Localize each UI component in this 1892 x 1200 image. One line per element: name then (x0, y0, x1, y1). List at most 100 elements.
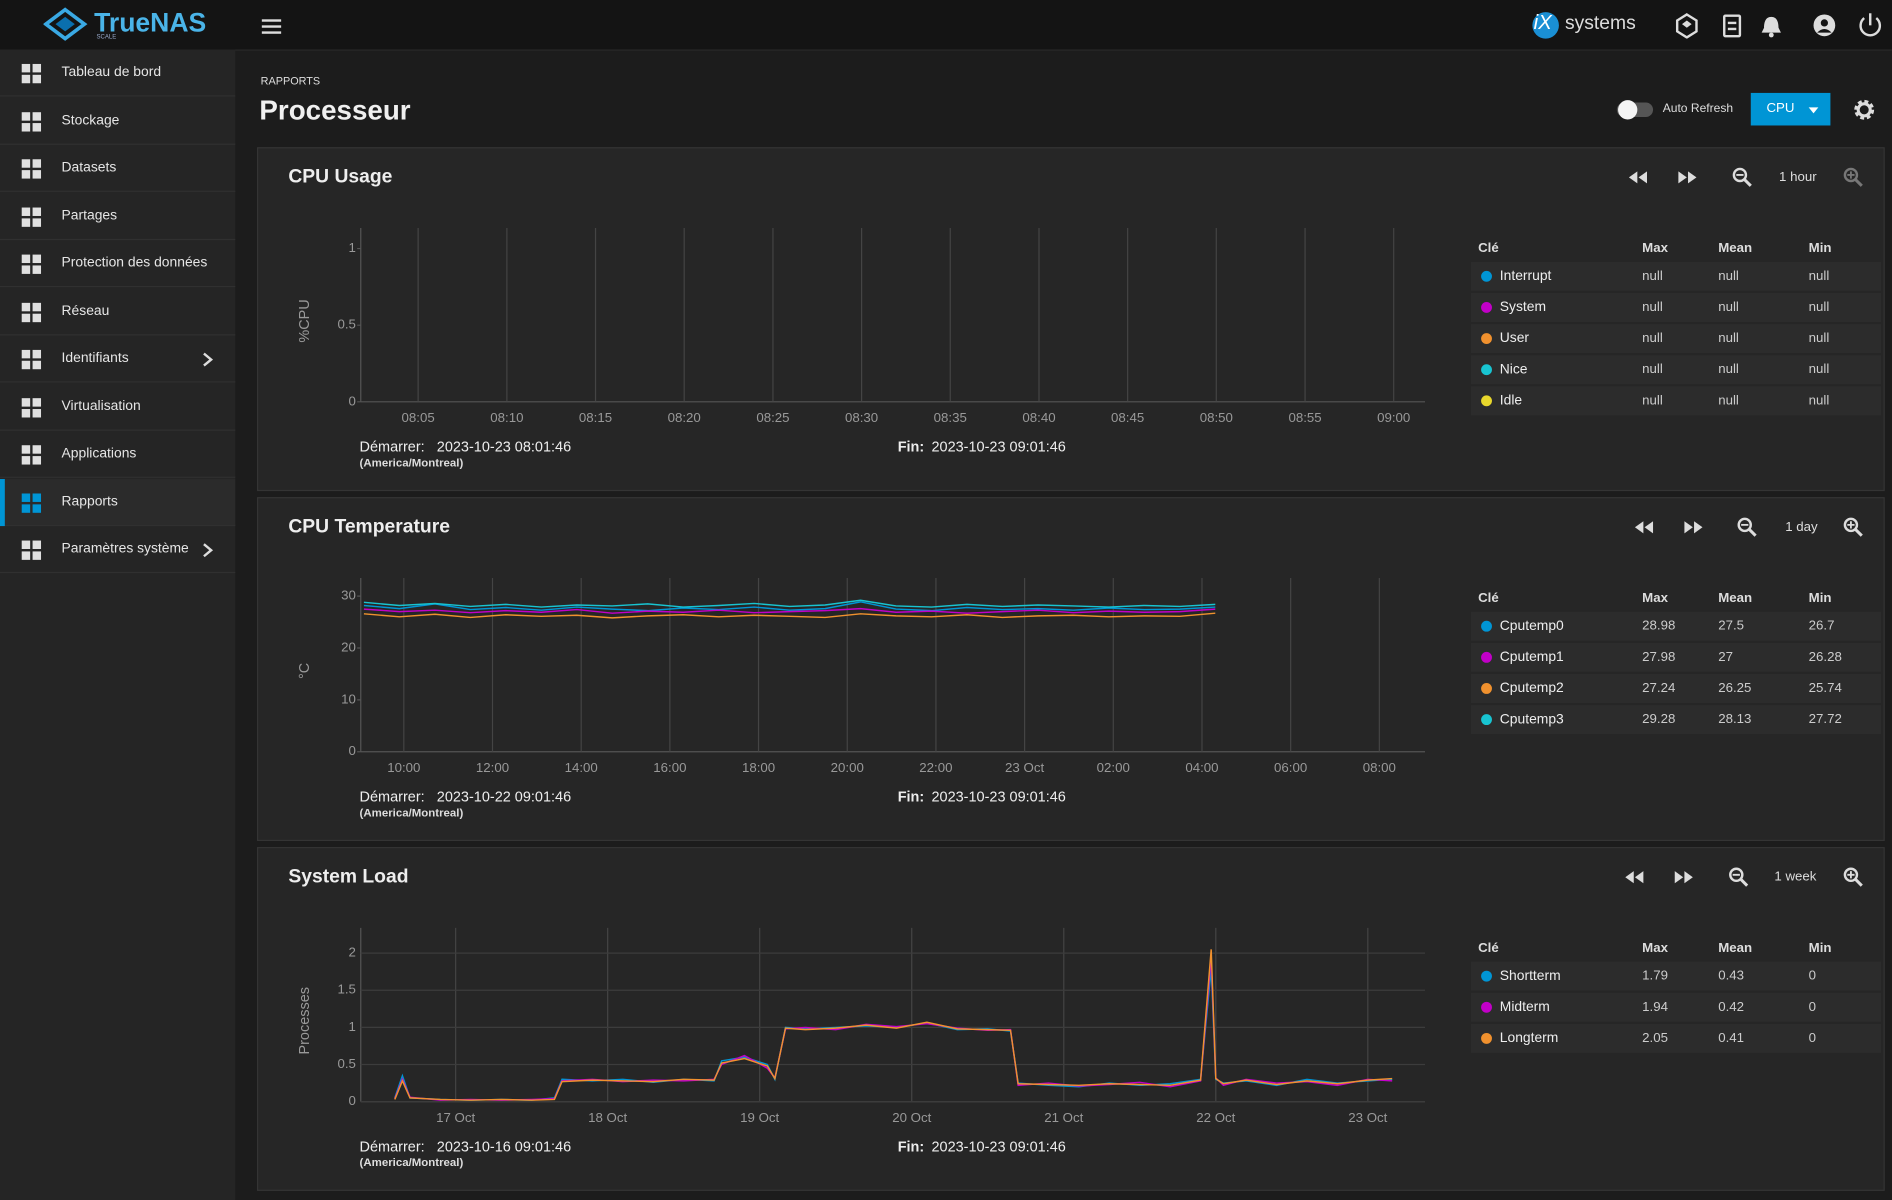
icon-shape (1737, 517, 1752, 533)
back-button[interactable] (1625, 871, 1644, 884)
legend-min: null (1809, 299, 1830, 314)
back-button[interactable] (1628, 171, 1648, 184)
logo-icon (43, 7, 88, 41)
icon-shape (21, 170, 31, 179)
icon-shape (21, 360, 31, 370)
back-button[interactable] (1634, 521, 1654, 534)
legend-min: 0 (1809, 1030, 1816, 1045)
legend-max: 28.98 (1642, 618, 1675, 633)
y-axis-label: Processes (297, 987, 313, 1055)
end-value: 2023-10-23 09:01:46 (931, 439, 1065, 455)
x-tick-label: 18 Oct (588, 1110, 627, 1125)
x-tick-label: 08:55 (1288, 410, 1321, 425)
icon-shape (21, 265, 31, 274)
legend-swatch (1481, 1001, 1492, 1013)
forward-button[interactable] (1674, 871, 1693, 884)
icon-shape (21, 313, 31, 322)
legend-header: Max (1642, 590, 1668, 605)
zoom-out-button[interactable] (1737, 517, 1757, 537)
icon-shape (1740, 878, 1749, 887)
legend-row (1470, 961, 1882, 991)
sidebar-label: Datasets (61, 160, 117, 175)
cpu-selector[interactable]: CPU (1750, 92, 1831, 126)
y-tick-label: 0.5 (337, 317, 355, 332)
zoom-in-button[interactable] (1843, 517, 1863, 537)
legend-mean: 27 (1718, 649, 1733, 664)
legend-header: Clé (1478, 940, 1499, 955)
notifications-icon[interactable] (1761, 16, 1781, 38)
sidebar-item[interactable]: Stockage (0, 97, 236, 145)
legend-name: Cputemp0 (1500, 617, 1564, 633)
sidebar-item[interactable]: Identifiants (0, 335, 236, 383)
sidebar-icon (21, 111, 42, 131)
x-tick-label: 20:00 (831, 760, 864, 775)
end-label: Fin: (898, 1139, 925, 1155)
legend-max: null (1642, 299, 1663, 314)
icon-shape (32, 111, 42, 121)
icon-shape (32, 492, 42, 502)
x-tick-label: 08:30 (845, 410, 878, 425)
x-tick-label: 08:00 (1363, 760, 1396, 775)
legend-swatch (1481, 302, 1492, 313)
icon-shape (32, 503, 42, 513)
y-tick-label: 20 (341, 639, 356, 654)
sidebar-item[interactable]: Tableau de bord (0, 49, 236, 97)
legend-mean: null (1718, 268, 1739, 283)
sidebar-label: Réseau (61, 303, 110, 318)
legend-min: null (1809, 392, 1830, 407)
legend-mean: 27.5 (1718, 618, 1744, 633)
sidebar-item[interactable]: Rapports (0, 478, 236, 526)
sidebar-item[interactable]: Protection des données (0, 240, 236, 288)
legend-row (1470, 355, 1882, 385)
tasks-icon[interactable] (1723, 14, 1742, 38)
legend-mean: null (1718, 361, 1739, 376)
power-icon[interactable] (1859, 13, 1882, 37)
zoom-in-button[interactable] (1843, 867, 1863, 887)
legend-max: null (1642, 361, 1663, 376)
icon-shape (1854, 178, 1863, 187)
icon-shape (1843, 517, 1859, 533)
icon-shape (21, 349, 31, 359)
icon-shape (1638, 171, 1648, 184)
y-axis-label: %CPU (297, 299, 313, 342)
legend-min: 25.74 (1809, 680, 1842, 695)
settings-button[interactable] (1851, 97, 1878, 124)
legend-max: 1.94 (1642, 999, 1668, 1014)
sidebar-item[interactable]: Datasets (0, 145, 236, 192)
legend-swatch (1481, 651, 1492, 663)
y-tick-label: 0 (349, 743, 356, 758)
legend-mean: 0.43 (1718, 968, 1744, 983)
timezone: (America/Montreal) (360, 1157, 464, 1169)
zoom-out-button[interactable] (1729, 867, 1749, 887)
legend-name: Cputemp3 (1500, 710, 1564, 726)
legend-name: Interrupt (1500, 267, 1552, 283)
icon-shape (1743, 178, 1752, 187)
zoom-out-button[interactable] (1732, 167, 1752, 187)
x-tick-label: 08:45 (1111, 410, 1144, 425)
menu-button[interactable] (261, 17, 283, 36)
icon-shape (1674, 871, 1684, 884)
icon-shape (1678, 171, 1687, 184)
legend-mean: null (1718, 330, 1739, 345)
end-value: 2023-10-23 09:01:46 (931, 789, 1065, 805)
sidebar-item[interactable]: Paramètres système (0, 526, 236, 574)
y-tick-label: 0 (349, 393, 356, 408)
truecommand-icon[interactable] (1675, 13, 1698, 39)
icon-shape (32, 265, 42, 274)
icon-shape (21, 206, 31, 216)
x-tick-label: 12:00 (476, 760, 509, 775)
sidebar-item[interactable]: Partages (0, 192, 236, 240)
zoom-in-button[interactable] (1843, 167, 1863, 187)
forward-button[interactable] (1678, 171, 1697, 184)
end-value: 2023-10-23 09:01:46 (931, 1139, 1065, 1155)
icon-shape (1634, 521, 1644, 534)
account-icon[interactable] (1813, 14, 1836, 37)
sidebar-item[interactable]: Virtualisation (0, 383, 236, 431)
timezone: (America/Montreal) (360, 807, 464, 819)
sidebar-item[interactable]: Applications (0, 431, 236, 478)
chevron (203, 352, 214, 367)
auto-refresh-toggle[interactable] (1614, 97, 1657, 124)
forward-button[interactable] (1684, 521, 1703, 534)
sidebar-item[interactable]: Réseau (0, 288, 236, 335)
y-axis-label: °C (297, 663, 313, 679)
